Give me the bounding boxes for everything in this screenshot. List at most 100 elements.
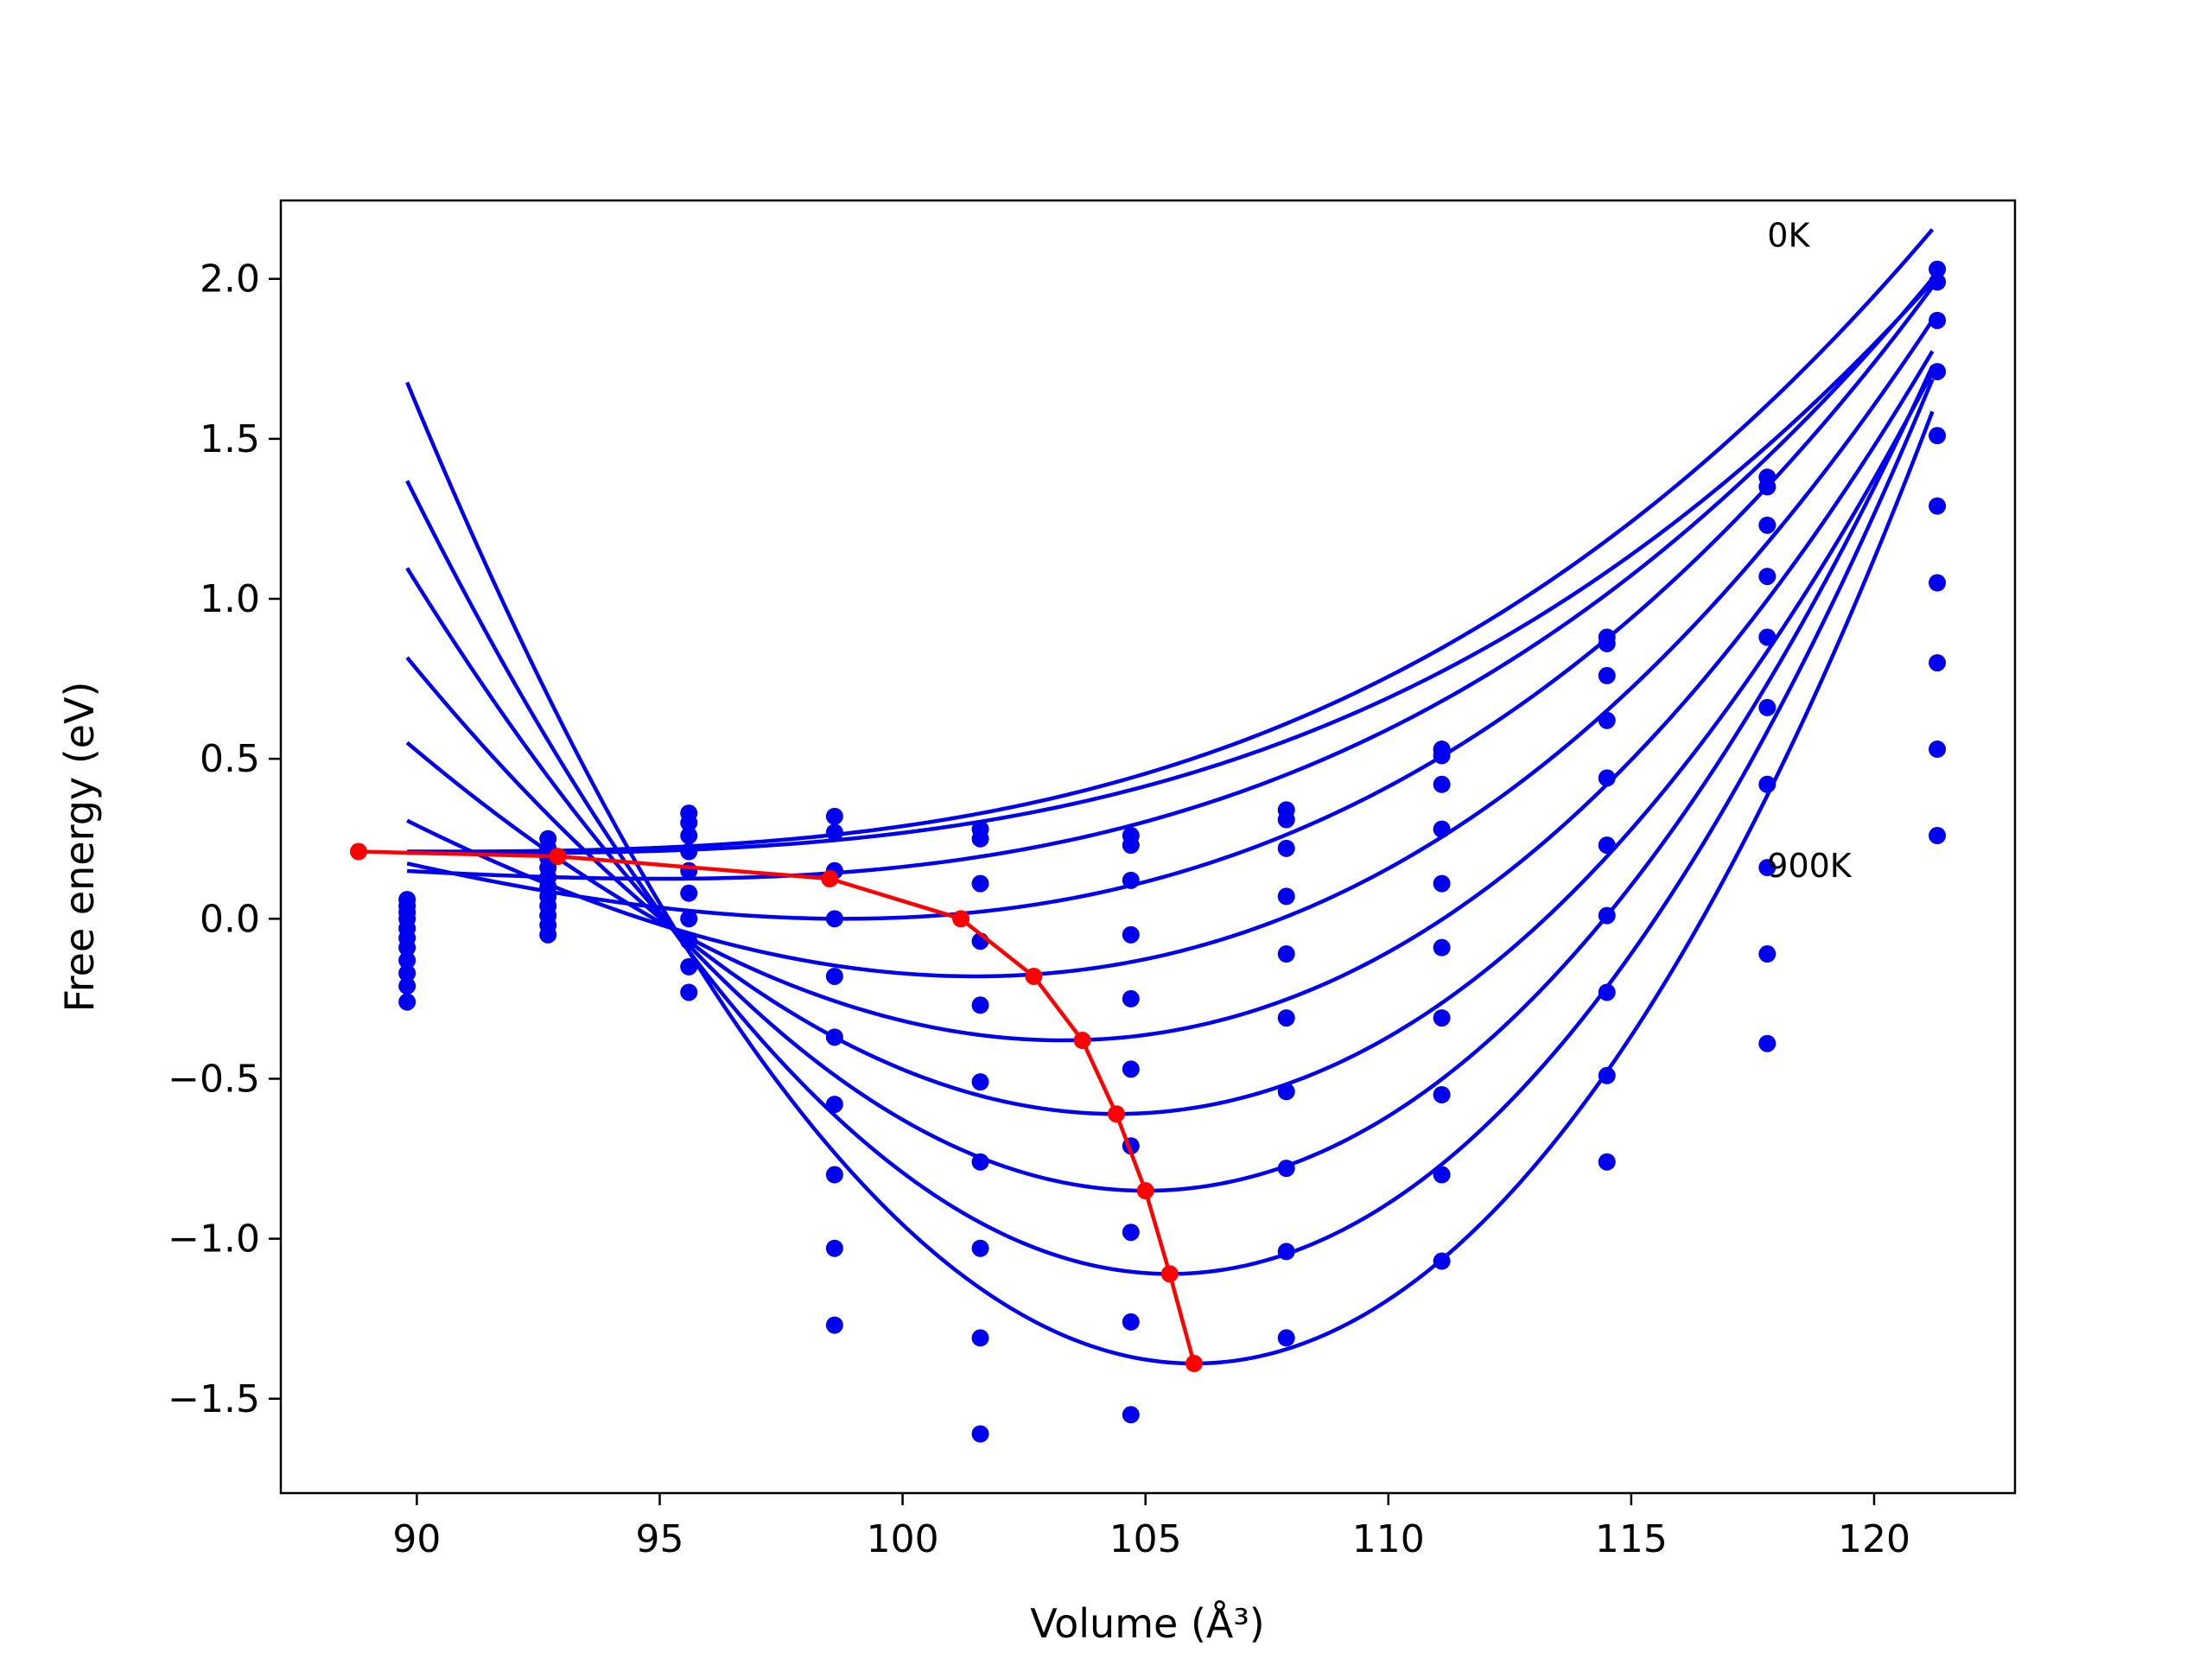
- data-point: [1277, 1329, 1295, 1347]
- y-tick-label: −1.5: [168, 1377, 260, 1421]
- y-axis-label: Free energy (eV): [56, 682, 103, 1013]
- data-point: [1122, 989, 1140, 1007]
- data-point: [825, 1028, 843, 1046]
- annotation-0k: 0K: [1767, 217, 1810, 255]
- data-point: [1758, 859, 1777, 877]
- annotation-900k: 900K: [1767, 847, 1853, 885]
- plot-area: [349, 228, 1947, 1443]
- data-point: [680, 861, 698, 880]
- data-point: [971, 1153, 989, 1171]
- x-tick-label: 120: [1838, 1517, 1910, 1561]
- data-point: [1929, 260, 1947, 278]
- data-point: [971, 1329, 989, 1347]
- minimum-energy-point: [1136, 1182, 1154, 1200]
- data-point: [1122, 1224, 1140, 1242]
- data-point: [1277, 1160, 1295, 1178]
- data-point: [1122, 1406, 1140, 1424]
- data-point: [1433, 1166, 1451, 1184]
- axis-ticks: 90 95 100 105 110 115 120 −1.5 −1.0 −0.5 0.0 0.5 1.0…: [168, 257, 1910, 1561]
- data-point: [1433, 747, 1451, 765]
- data-point: [1598, 983, 1616, 1001]
- data-point: [1122, 1060, 1140, 1078]
- data-point: [1758, 945, 1777, 963]
- x-tick-label: 110: [1352, 1517, 1425, 1561]
- data-point: [1758, 628, 1777, 646]
- data-point: [680, 932, 698, 950]
- minimum-energy-point: [549, 848, 567, 866]
- data-point: [1929, 497, 1947, 515]
- data-point: [1929, 741, 1947, 759]
- data-point: [1433, 938, 1451, 957]
- data-point: [1758, 698, 1777, 716]
- data-point: [1277, 1243, 1295, 1261]
- fitted-curve-600K: [405, 371, 1935, 1116]
- y-tick-label: 1.5: [200, 417, 260, 461]
- data-point: [825, 1316, 843, 1334]
- data-point: [398, 977, 416, 995]
- y-tick-label: −1.0: [168, 1217, 260, 1262]
- data-point: [1929, 427, 1947, 445]
- minimum-energy-point: [349, 842, 367, 861]
- data-point: [1433, 1085, 1451, 1103]
- data-point: [825, 807, 843, 825]
- data-point: [1433, 1252, 1451, 1270]
- fitted-curve-200K: [407, 276, 1935, 881]
- data-point: [398, 964, 416, 982]
- fitted-curve-900K: [405, 381, 1935, 1366]
- data-point: [398, 938, 416, 957]
- data-point: [1598, 906, 1616, 925]
- data-point: [1598, 769, 1616, 787]
- y-tick-label: −0.5: [168, 1057, 260, 1101]
- y-tick-label: 0.0: [200, 897, 260, 941]
- fitted-curve-0K: [407, 228, 1935, 854]
- data-point: [1758, 775, 1777, 793]
- data-point: [825, 1096, 843, 1114]
- data-point: [1433, 775, 1451, 793]
- data-point: [1277, 839, 1295, 857]
- data-point: [1758, 568, 1777, 586]
- data-point: [1433, 874, 1451, 893]
- data-point: [680, 957, 698, 976]
- data-point: [398, 993, 416, 1011]
- data-point: [971, 996, 989, 1014]
- fitted-curve-100K: [407, 280, 1935, 855]
- x-tick-label: 105: [1109, 1517, 1182, 1561]
- data-point: [825, 910, 843, 928]
- data-point: [1758, 516, 1777, 534]
- data-point: [1929, 363, 1947, 381]
- data-point: [1929, 654, 1947, 672]
- data-point: [1598, 634, 1616, 652]
- data-point: [1929, 273, 1947, 291]
- minimum-energy-point: [952, 910, 970, 928]
- data-point: [680, 814, 698, 832]
- minimum-energy-point: [1160, 1265, 1179, 1283]
- minimum-energy-point: [1185, 1355, 1203, 1373]
- fitted-curve-500K: [405, 350, 1935, 1043]
- axes-frame: [279, 199, 2017, 1495]
- data-point: [1598, 836, 1616, 855]
- data-point: [1929, 574, 1947, 592]
- data-point: [1277, 1083, 1295, 1101]
- x-tick-label: 100: [867, 1517, 939, 1561]
- data-point: [971, 1073, 989, 1091]
- minimum-energy-point: [1107, 1105, 1125, 1123]
- data-point: [1758, 478, 1777, 496]
- minimum-energy-point: [1025, 967, 1043, 985]
- x-tick-label: 90: [392, 1517, 441, 1561]
- data-point: [1433, 820, 1451, 838]
- data-point: [1277, 1009, 1295, 1027]
- data-point: [680, 827, 698, 845]
- data-point: [1929, 827, 1947, 845]
- data-point: [825, 1239, 843, 1257]
- data-point: [1122, 925, 1140, 944]
- data-point: [680, 983, 698, 1001]
- data-point: [825, 967, 843, 985]
- data-point: [1277, 887, 1295, 906]
- data-point: [825, 823, 843, 842]
- x-axis-label: Volume (Å³): [1030, 1600, 1265, 1647]
- data-point: [1758, 1034, 1777, 1052]
- data-point: [680, 884, 698, 902]
- data-point: [825, 1166, 843, 1184]
